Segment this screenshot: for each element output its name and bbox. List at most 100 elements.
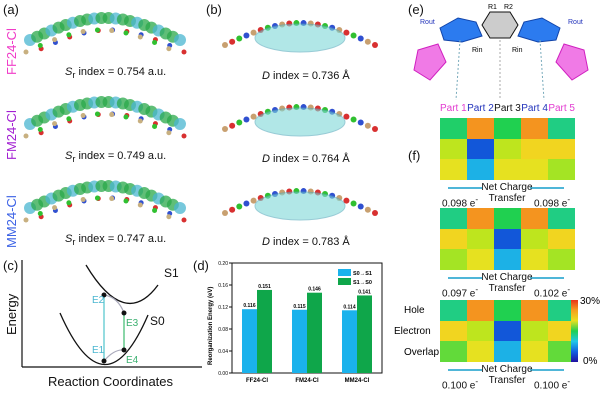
net-charge-transfer-label: Net Charge Transfer bbox=[480, 182, 534, 204]
atom bbox=[250, 197, 257, 204]
charge-centroid-ellipse bbox=[254, 191, 346, 221]
atom bbox=[236, 35, 243, 42]
d-value: index = 0.783 Å bbox=[269, 236, 350, 248]
charge-value: 0.098 e bbox=[442, 198, 476, 210]
heatmap-cell bbox=[467, 159, 494, 180]
orbital-lobe bbox=[174, 202, 186, 214]
left-charge-value: 0.100 e- bbox=[442, 376, 479, 392]
atom bbox=[152, 207, 158, 213]
row-label-electron: Electron bbox=[394, 326, 431, 337]
bar bbox=[342, 310, 357, 373]
atom bbox=[137, 118, 143, 124]
atom bbox=[66, 200, 72, 206]
heatmap-3 bbox=[440, 300, 575, 362]
heatmap-cell bbox=[440, 300, 467, 321]
heatmap-cell bbox=[440, 118, 467, 139]
heatmap-cell bbox=[494, 228, 521, 250]
left-arrow bbox=[448, 369, 482, 371]
heatmap-cell bbox=[521, 341, 548, 362]
heatmap-cell bbox=[494, 118, 521, 139]
heatmap-cell bbox=[521, 320, 548, 342]
d-index-ff24: D index = 0.736 Å bbox=[262, 70, 350, 82]
pointer-part2 bbox=[455, 39, 461, 101]
s0-curve bbox=[59, 312, 149, 366]
y-tick-label: 0.08 bbox=[218, 327, 228, 333]
heatmap-cell bbox=[494, 341, 521, 362]
x-axis-label: Reaction Coordinates bbox=[48, 374, 174, 389]
part-label-1: Part 1 bbox=[440, 103, 467, 114]
atom bbox=[94, 195, 100, 201]
sr-index-ff24: Sr index = 0.754 a.u. bbox=[65, 66, 166, 80]
x-tick-label: FF24-Cl bbox=[246, 378, 268, 384]
orbital-lobe bbox=[174, 118, 186, 130]
heatmap-cell bbox=[440, 159, 467, 180]
atom bbox=[343, 113, 350, 120]
atom bbox=[372, 210, 378, 216]
s1-curve bbox=[85, 264, 159, 304]
heatmap-cell bbox=[521, 118, 548, 139]
atom bbox=[23, 133, 29, 139]
atom bbox=[80, 29, 86, 35]
heatmap-cell bbox=[467, 228, 494, 250]
bar-value-label: 0.146 bbox=[308, 287, 321, 293]
hole-electron-distribution bbox=[23, 180, 187, 223]
net-label-line1: Net Charge bbox=[481, 364, 533, 375]
heatmap-cell bbox=[467, 208, 494, 229]
r1-label: R1 bbox=[488, 4, 497, 11]
heatmap-cell bbox=[548, 249, 575, 270]
centroid-distance-render bbox=[222, 20, 378, 53]
chemical-structure: R1 R2 Rout Rout Rin Rin bbox=[413, 4, 589, 101]
atom bbox=[350, 116, 357, 123]
atom bbox=[350, 200, 357, 207]
thiophene-left bbox=[439, 17, 483, 43]
net-label-line2: Transfer bbox=[488, 283, 526, 294]
heatmap-cell bbox=[521, 249, 548, 270]
d-index-mm24: D index = 0.783 Å bbox=[262, 236, 350, 248]
heatmap-cell bbox=[521, 208, 548, 229]
part-label-4: Part 4 bbox=[521, 103, 548, 114]
d-symbol: D bbox=[262, 236, 270, 248]
atom bbox=[350, 32, 357, 39]
atom bbox=[222, 210, 228, 216]
left-arrow bbox=[448, 277, 482, 279]
atom bbox=[181, 49, 187, 55]
heatmap-cell bbox=[440, 138, 467, 160]
atom bbox=[229, 122, 236, 129]
panel-label-e: (e) bbox=[408, 2, 424, 17]
charge-value: 0.097 e bbox=[442, 288, 476, 300]
net-label-line1: Net Charge bbox=[481, 272, 533, 283]
atom bbox=[123, 30, 129, 36]
atom bbox=[364, 38, 371, 45]
atom bbox=[37, 211, 43, 217]
y-tick-label: 0.16 bbox=[218, 283, 228, 289]
bar-value-label: 0.114 bbox=[343, 304, 355, 310]
net-label-line2: Transfer bbox=[488, 375, 526, 386]
heatmap-cell bbox=[494, 320, 521, 342]
sr-value: index = 0.749 a.u. bbox=[75, 150, 167, 162]
right-charge-value: 0.102 e- bbox=[534, 284, 571, 300]
sr-symbol: S bbox=[65, 66, 73, 78]
heatmap-cell bbox=[440, 320, 467, 342]
net-label-line1: Net Charge bbox=[481, 182, 533, 193]
label-s1: S1 bbox=[164, 266, 179, 280]
atom bbox=[23, 217, 29, 223]
charge-centroid-ellipse bbox=[254, 107, 346, 137]
heatmap-cell bbox=[467, 118, 494, 139]
atom bbox=[357, 35, 364, 42]
atom bbox=[137, 202, 143, 208]
charge-value: 0.102 e bbox=[534, 288, 568, 300]
atom bbox=[250, 113, 257, 120]
panel-label-c: (c) bbox=[3, 258, 19, 273]
heatmap-cell bbox=[467, 249, 494, 270]
bar bbox=[257, 289, 272, 373]
label-s0: S0 bbox=[150, 314, 165, 328]
bar-value-label: 0.151 bbox=[258, 284, 271, 290]
atom bbox=[109, 196, 115, 202]
atom bbox=[152, 39, 158, 45]
atom bbox=[229, 38, 236, 45]
atom bbox=[66, 32, 72, 38]
atom bbox=[364, 122, 371, 129]
atom bbox=[109, 112, 115, 118]
thiophene-right bbox=[517, 17, 561, 43]
